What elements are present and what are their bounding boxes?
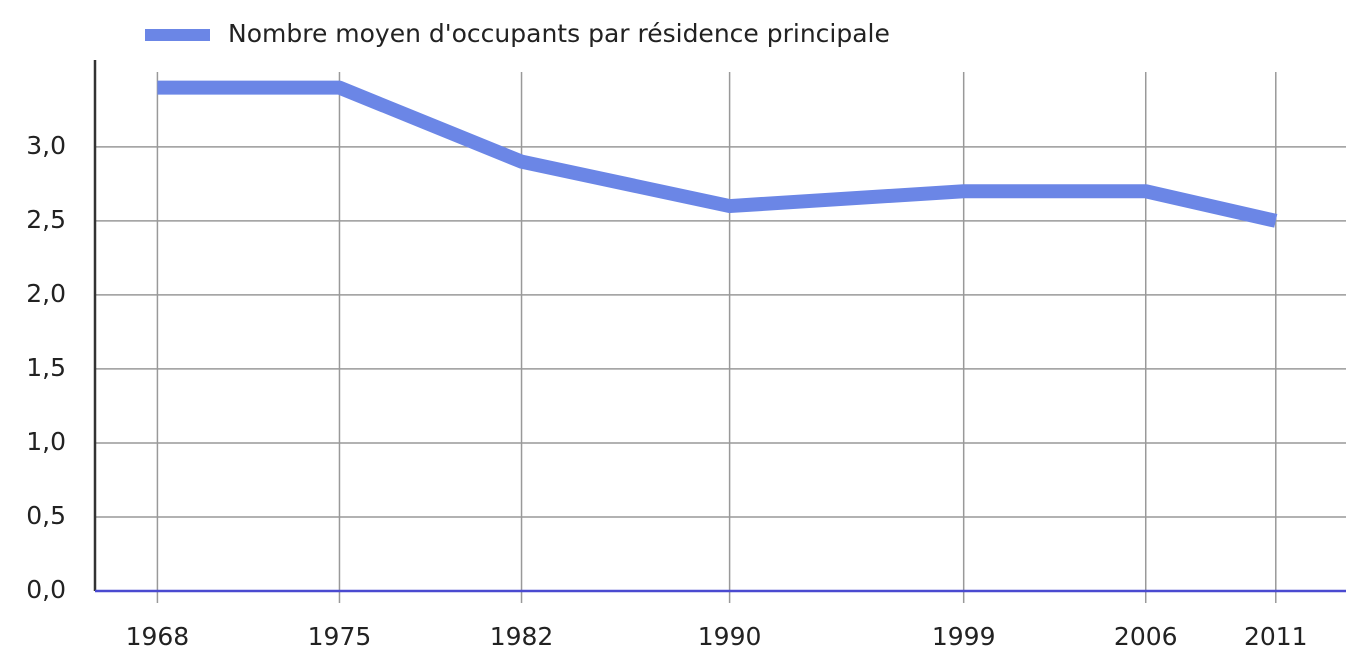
- x-tick-label: 2011: [1244, 622, 1308, 651]
- y-tick-label: 1,0: [26, 427, 66, 456]
- x-tick-label: 1990: [698, 622, 762, 651]
- y-tick-label: 3,0: [26, 131, 66, 160]
- y-tick-label: 1,5: [26, 353, 66, 382]
- x-tick-label: 1975: [308, 622, 372, 651]
- x-tick-label: 1968: [126, 622, 190, 651]
- legend-label: Nombre moyen d'occupants par résidence p…: [228, 19, 890, 48]
- line: [157, 80, 1278, 228]
- x-tick-label: 1982: [490, 622, 554, 651]
- x-tick-label: 1999: [932, 622, 996, 651]
- y-tick-label: 2,0: [26, 279, 66, 308]
- y-tick-label: 0,0: [26, 575, 66, 604]
- x-tick-label: 2006: [1114, 622, 1178, 651]
- legend-swatch: [145, 29, 210, 41]
- y-tick-label: 2,5: [26, 205, 66, 234]
- y-tick-label: 0,5: [26, 501, 66, 530]
